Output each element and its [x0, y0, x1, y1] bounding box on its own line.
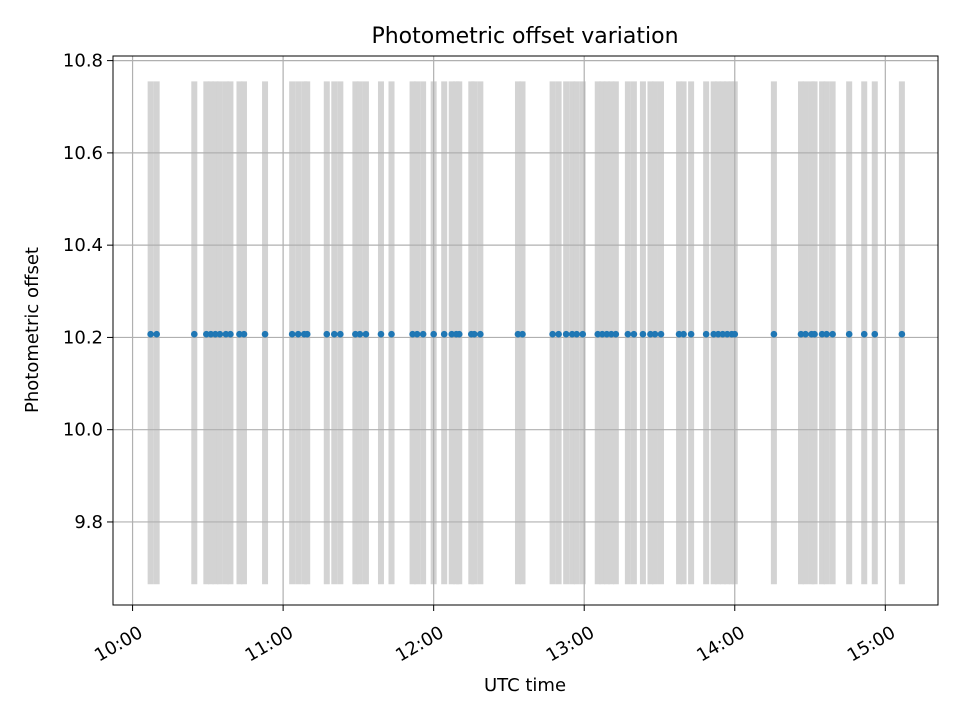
data-point-57 [702, 330, 710, 338]
data-point-33 [471, 330, 478, 338]
data-point-41 [573, 330, 580, 338]
data-point-66 [802, 330, 809, 338]
y-tick-label-2: 10.2 [63, 327, 103, 348]
data-point-70 [823, 330, 830, 338]
data-point-72 [845, 330, 853, 338]
data-point-43 [594, 330, 602, 338]
data-point-19 [352, 330, 359, 338]
data-point-27 [430, 330, 437, 338]
data-point-7 [222, 330, 230, 338]
data-point-20 [356, 330, 364, 338]
data-point-75 [898, 330, 906, 338]
data-point-13 [294, 330, 302, 338]
data-point-1 [153, 330, 160, 338]
data-point-56 [687, 330, 695, 338]
data-point-51 [647, 330, 654, 338]
data-point-47 [612, 330, 620, 338]
data-point-21 [362, 330, 370, 338]
data-point-60 [719, 330, 727, 338]
data-point-58 [710, 330, 717, 338]
data-point-54 [675, 330, 683, 338]
chart-title: Photometric offset variation [371, 24, 678, 49]
data-point-35 [514, 330, 522, 338]
grid-lines [113, 56, 938, 605]
data-point-68 [811, 330, 818, 338]
y-tick-label-3: 10.4 [63, 235, 103, 256]
data-point-11 [261, 330, 269, 338]
y-axis-label: Photometric offset [22, 247, 43, 413]
data-point-52 [651, 330, 659, 338]
data-point-74 [871, 330, 879, 338]
data-point-48 [624, 330, 632, 338]
y-tick-label-5: 10.8 [63, 51, 103, 72]
data-point-45 [603, 330, 611, 338]
data-point-17 [331, 330, 338, 338]
y-tick-label-0: 9.8 [74, 512, 103, 533]
data-point-37 [549, 330, 556, 338]
data-point-12 [288, 330, 296, 338]
data-point-71 [829, 330, 836, 338]
data-point-61 [723, 330, 731, 338]
data-point-24 [409, 330, 416, 338]
y-tick-label-1: 10.0 [63, 420, 103, 441]
data-point-55 [680, 330, 687, 338]
data-point-40 [568, 330, 576, 338]
data-point-5 [212, 330, 219, 338]
data-point-34 [477, 330, 484, 338]
data-point-9 [236, 330, 243, 338]
data-point-42 [579, 330, 587, 338]
data-point-44 [598, 330, 606, 338]
data-point-25 [413, 330, 421, 338]
data-point-29 [448, 330, 456, 338]
data-point-36 [519, 330, 526, 338]
data-point-22 [377, 330, 385, 338]
data-point-3 [203, 330, 210, 338]
data-point-31 [455, 330, 463, 338]
data-point-23 [388, 330, 395, 338]
data-point-53 [657, 330, 665, 338]
data-point-16 [323, 330, 331, 338]
data-point-8 [227, 330, 234, 338]
data-point-26 [419, 330, 427, 338]
data-point-46 [608, 330, 615, 338]
x-axis-label: UTC time [484, 675, 566, 696]
data-point-63 [731, 330, 739, 338]
data-point-64 [770, 330, 778, 338]
y-axis: 9.8 10.0 10.2 10.4 10.6 10.8 [63, 51, 113, 533]
data-point-59 [714, 330, 722, 338]
data-point-65 [797, 330, 805, 338]
data-point-2 [191, 330, 198, 338]
data-point-0 [147, 330, 154, 338]
data-point-50 [639, 330, 647, 338]
data-point-15 [303, 330, 311, 338]
data-point-39 [562, 330, 570, 338]
data-points [147, 330, 906, 338]
y-tick-label-4: 10.6 [63, 143, 103, 164]
data-point-18 [337, 330, 344, 338]
plot-frame [112, 55, 939, 606]
data-point-28 [440, 330, 448, 338]
data-point-10 [240, 330, 248, 338]
data-point-38 [555, 330, 562, 338]
data-point-69 [818, 330, 826, 338]
data-point-73 [860, 330, 868, 338]
data-point-49 [630, 330, 638, 338]
data-point-6 [216, 330, 224, 338]
data-point-4 [207, 330, 215, 338]
